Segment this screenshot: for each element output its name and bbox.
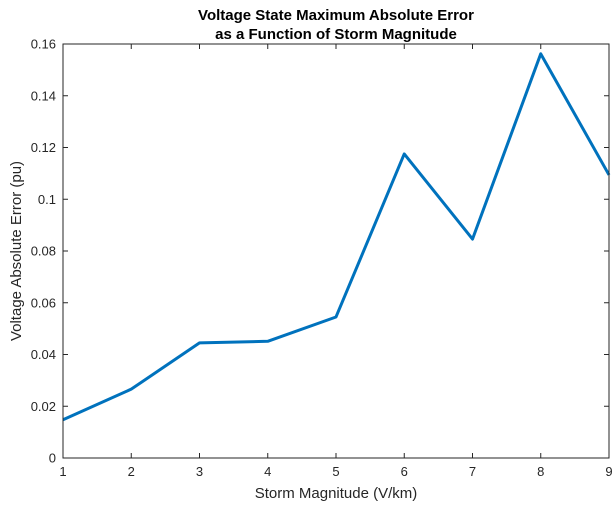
axes-box (62, 43, 610, 459)
data-point (266, 340, 269, 343)
data-point (130, 388, 133, 391)
x-tick-label: 4 (264, 464, 271, 479)
x-tick-label: 8 (537, 464, 544, 479)
data-point (198, 341, 201, 344)
y-tick-label: 0.08 (31, 244, 56, 259)
y-tick-label: 0 (49, 451, 56, 466)
chart-title-line-2: as a Function of Storm Magnitude (215, 26, 457, 43)
chart-title: Voltage State Maximum Absolute Error as … (198, 7, 474, 43)
y-tick-label: 0.02 (31, 399, 56, 414)
x-tick-label: 2 (128, 464, 135, 479)
x-axis-label: Storm Magnitude (V/km) (255, 485, 418, 502)
x-tick-label: 3 (196, 464, 203, 479)
data-point (471, 238, 474, 241)
y-tick-label: 0.1 (38, 192, 56, 207)
x-tick-label: 9 (605, 464, 612, 479)
series-line (62, 52, 611, 422)
series-group (62, 52, 611, 422)
x-tick-label: 6 (401, 464, 408, 479)
x-tick-label: 7 (469, 464, 476, 479)
x-tick-label: 1 (59, 464, 66, 479)
y-tick-label: 0.16 (31, 37, 56, 52)
chart-title-line-1: Voltage State Maximum Absolute Error (198, 7, 474, 24)
data-point (335, 315, 338, 318)
y-tick-label: 0.04 (31, 347, 56, 362)
plot-area (63, 44, 609, 458)
y-tick-label: 0.14 (31, 88, 56, 103)
y-axis-label: Voltage Absolute Error (pu) (8, 161, 25, 341)
y-tick-label: 0.12 (31, 140, 56, 155)
x-tick-label: 5 (332, 464, 339, 479)
data-point (403, 152, 406, 155)
y-tick-label: 0.06 (31, 295, 56, 310)
data-point (539, 52, 542, 55)
